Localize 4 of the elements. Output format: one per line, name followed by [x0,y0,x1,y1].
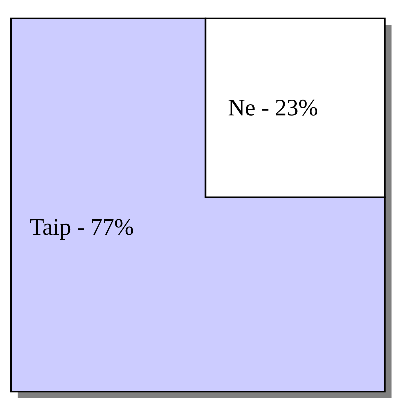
data-label: 23% [276,100,318,116]
category-label: Ne - [228,100,269,116]
category-label: Taip - [30,219,84,240]
data-label: 77% [92,219,134,236]
